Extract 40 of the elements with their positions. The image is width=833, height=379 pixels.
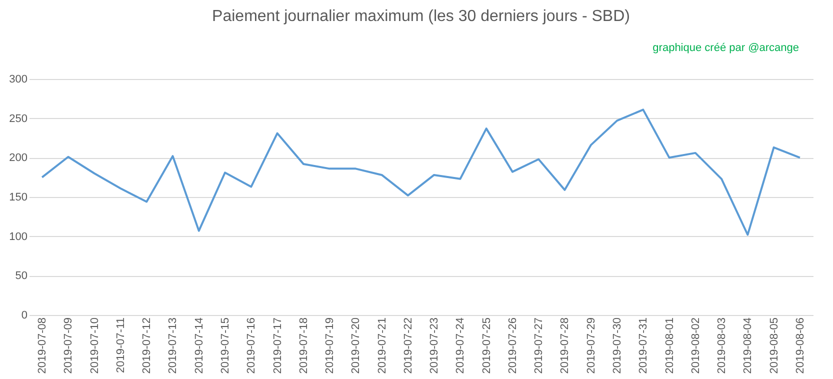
x-tick-label: 2019-07-14	[193, 318, 206, 374]
y-tick-label: 100	[9, 230, 28, 243]
chart-title: Paiement journalier maximum (les 30 derniers jours - SBD)	[212, 8, 630, 25]
y-tick-label: 250	[9, 112, 28, 125]
x-tick-label: 2019-08-01	[664, 318, 676, 374]
x-tick-label: 2019-07-18	[298, 318, 310, 374]
y-tick-label: 50	[15, 270, 28, 282]
x-tick-label: 2019-07-17	[272, 318, 284, 374]
x-tick-label: 2019-07-10	[88, 318, 101, 374]
x-tick-label: 2019-07-29	[585, 318, 598, 374]
y-tick-label: 150	[9, 192, 28, 204]
x-tick-label: 2019-07-12	[141, 318, 154, 374]
x-tick-label: 2019-07-24	[454, 318, 467, 374]
x-tick-label: 2019-07-09	[62, 318, 75, 374]
x-tick-label: 2019-07-15	[220, 318, 232, 374]
line-series	[41, 108, 801, 236]
x-tick-label: 2019-07-19	[324, 318, 336, 374]
y-tick-label: 0	[21, 310, 28, 322]
x-tick-label: 2019-08-04	[742, 318, 754, 374]
x-tick-label: 2019-08-06	[794, 318, 806, 374]
x-tick-label: 2019-07-20	[350, 318, 362, 374]
x-tick-label: 2019-08-03	[716, 318, 728, 374]
x-tick-label: 2019-07-27	[533, 318, 546, 374]
x-tick-label: 2019-07-16	[246, 318, 258, 374]
x-tick-label: 2019-07-21	[376, 318, 388, 374]
x-tick-label: 2019-07-31	[638, 318, 650, 374]
y-tick-label: 200	[9, 152, 28, 164]
x-tick-label: 2019-07-26	[506, 318, 519, 374]
x-tick-label: 2019-07-28	[559, 318, 572, 374]
x-tick-label: 2019-08-05	[768, 318, 780, 374]
x-tick-label: 2019-07-13	[167, 318, 180, 374]
x-tick-label: 2019-07-08	[36, 318, 49, 374]
x-tick-label: 2019-07-11	[114, 318, 127, 373]
text: graphique créé par @arcange	[652, 42, 799, 54]
x-tick-label: 2019-07-25	[480, 318, 493, 374]
y-tick-label: 300	[9, 74, 28, 86]
x-tick-label: 2019-08-02	[690, 318, 702, 374]
x-tick-label: 2019-07-23	[428, 318, 441, 374]
x-tick-label: 2019-07-22	[402, 318, 414, 374]
x-tick-label: 2019-07-30	[612, 318, 624, 374]
